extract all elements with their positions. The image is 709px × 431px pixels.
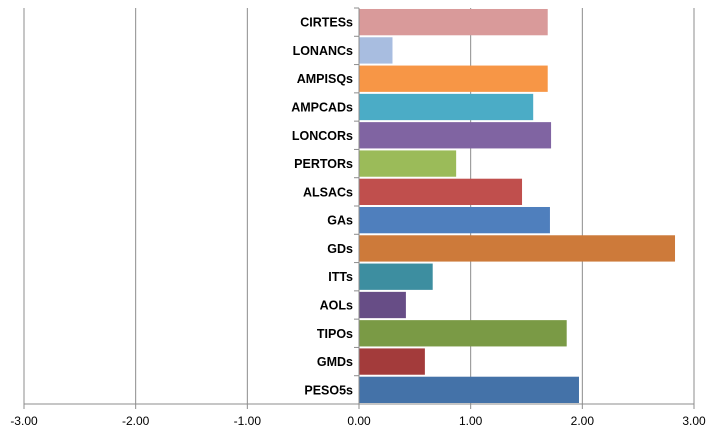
axes xyxy=(23,7,695,409)
category-label-PERTORs: PERTORs xyxy=(294,157,353,171)
bar-AMPCADs xyxy=(359,93,534,121)
category-label-GDs: GDs xyxy=(327,242,353,256)
category-label-LONCORs: LONCORs xyxy=(292,129,353,143)
x-tick-labels: -3.00 -2.00 -1.00 0.00 1.00 2.00 3.00 xyxy=(10,414,706,428)
category-label-GMDs: GMDs xyxy=(317,355,353,369)
bars xyxy=(359,8,676,404)
x-tick-label: 1.00 xyxy=(459,414,483,428)
category-label-GAs: GAs xyxy=(327,214,353,228)
bar-CIRTESs xyxy=(359,8,548,36)
x-tick-label: -3.00 xyxy=(10,414,38,428)
x-tick-label: -2.00 xyxy=(122,414,150,428)
category-label-CIRTESs: CIRTESs xyxy=(300,16,353,30)
x-tick-label: 3.00 xyxy=(682,414,706,428)
category-label-TIPOs: TIPOs xyxy=(317,327,353,341)
x-tick-label: 0.00 xyxy=(347,414,371,428)
category-label-AMPISQs: AMPISQs xyxy=(297,72,353,86)
bar-PESO5s xyxy=(359,376,579,404)
bar-ITTs xyxy=(359,263,433,290)
bar-GAs xyxy=(359,206,550,234)
category-label-LONANCs: LONANCs xyxy=(293,44,353,58)
category-labels: PESO5s GMDs TIPOs AOLs ITTs GDs GAs ALSACs PERTO… xyxy=(291,16,353,398)
bar-AMPISQs xyxy=(359,65,548,92)
category-label-AOLs: AOLs xyxy=(320,299,353,313)
x-tick-label: -1.00 xyxy=(234,414,262,428)
bar-GDs xyxy=(359,235,676,262)
bar-PERTORs xyxy=(359,150,457,177)
bar-AOLs xyxy=(359,291,406,319)
bar-ALSACs xyxy=(359,178,523,206)
bar-LONANCs xyxy=(359,37,393,64)
category-label-AMPCADs: AMPCADs xyxy=(291,101,353,115)
x-tick-label: 2.00 xyxy=(571,414,595,428)
bar-GMDs xyxy=(359,348,425,375)
category-label-ITTs: ITTs xyxy=(328,270,353,284)
bar-TIPOs xyxy=(359,320,567,347)
bar-LONCORs xyxy=(359,122,552,149)
category-label-ALSACs: ALSACs xyxy=(303,185,353,199)
category-label-PESO5s: PESO5s xyxy=(304,383,353,397)
